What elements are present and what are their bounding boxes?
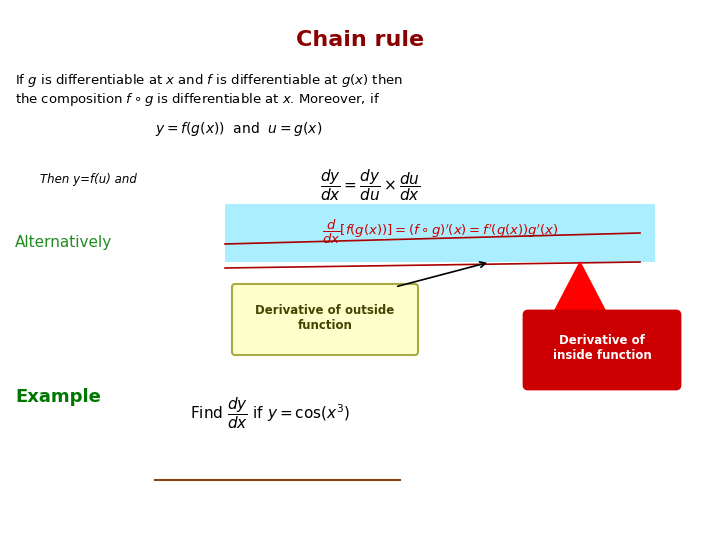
Text: Find $\dfrac{dy}{dx}$ if $y = \cos(x^3)$: Find $\dfrac{dy}{dx}$ if $y = \cos(x^3)$ [190,395,350,431]
Text: If $g$ is differentiable at $x$ and $f$ is differentiable at $g(x)$ then: If $g$ is differentiable at $x$ and $f$ … [15,72,403,89]
Text: Example: Example [15,388,101,406]
FancyBboxPatch shape [232,284,418,355]
Polygon shape [555,262,605,310]
Text: Chain rule: Chain rule [296,30,424,50]
FancyBboxPatch shape [225,204,655,262]
Text: Then y=f(u) and: Then y=f(u) and [40,173,137,186]
Text: the composition $f \circ g$ is differentiable at $x$. Moreover, if: the composition $f \circ g$ is different… [15,91,380,108]
Text: Derivative of outside
function: Derivative of outside function [256,304,395,332]
Text: Derivative of
inside function: Derivative of inside function [553,334,652,362]
Text: $\dfrac{dy}{dx} = \dfrac{dy}{du} \times \dfrac{du}{dx}$: $\dfrac{dy}{dx} = \dfrac{dy}{du} \times … [320,167,420,203]
Text: Alternatively: Alternatively [15,235,112,250]
Text: $y = f(g(x))$  and  $u = g(x)$: $y = f(g(x))$ and $u = g(x)$ [155,120,323,138]
Text: $\dfrac{d}{dx}[f(g(x))] = (f \circ g)^{\prime}(x) = f^{\prime}(g(x))g^{\prime}(x: $\dfrac{d}{dx}[f(g(x))] = (f \circ g)^{\… [322,218,559,246]
FancyBboxPatch shape [524,311,680,389]
